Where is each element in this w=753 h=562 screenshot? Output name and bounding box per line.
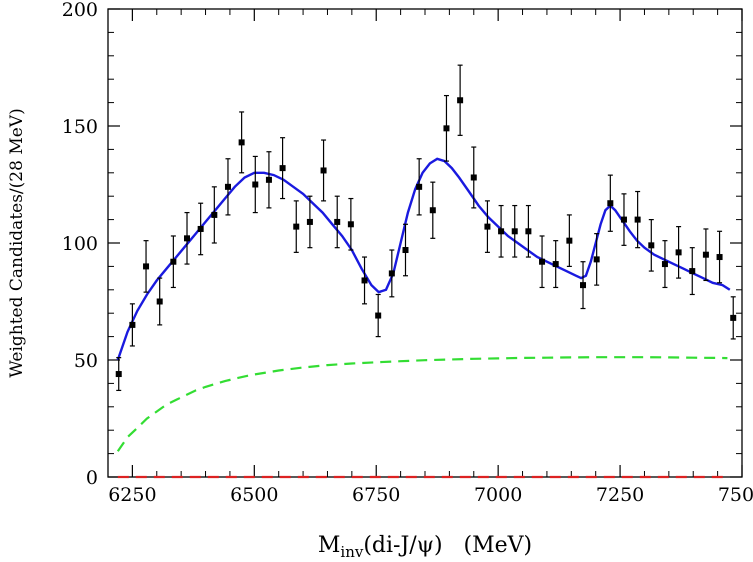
data-point [607, 200, 614, 207]
x-tick-label: 7250 [596, 484, 644, 506]
y-axis-title: Weighted Candidates/(28 MeV) [7, 108, 27, 377]
data-point [279, 165, 286, 172]
y-tick-label: 50 [74, 350, 98, 372]
data-point [388, 270, 395, 277]
data-point [484, 223, 491, 230]
data-point [416, 183, 423, 190]
data-point [552, 261, 559, 268]
data-point [361, 277, 368, 284]
data-point [129, 321, 136, 328]
data-point [443, 125, 450, 132]
data-point [320, 167, 327, 174]
data-point [525, 228, 532, 235]
data-point [593, 256, 600, 263]
data-point [224, 183, 231, 190]
x-tick-label: 6750 [352, 484, 400, 506]
data-point [184, 235, 191, 242]
data-point [293, 223, 300, 230]
data-point [457, 97, 464, 104]
data-point [498, 228, 505, 235]
y-tick-label: 100 [62, 233, 98, 255]
data-point [143, 263, 150, 270]
data-point [648, 242, 655, 249]
data-point [470, 174, 477, 181]
data-point [675, 249, 682, 256]
y-tick-label: 0 [86, 467, 98, 489]
x-tick-label: 7000 [474, 484, 522, 506]
x-tick-label: 6250 [108, 484, 156, 506]
y-tick-label: 150 [62, 116, 98, 138]
data-point [511, 228, 518, 235]
data-point [429, 207, 436, 214]
series-layer [115, 64, 737, 479]
x-axis-title-rest: (di-J/ψ) (MeV) [363, 533, 532, 558]
data-point [730, 314, 737, 321]
data-point [566, 237, 573, 244]
data-point [702, 251, 709, 258]
data-point [197, 225, 204, 232]
data-point [252, 181, 259, 188]
data-point [539, 258, 546, 265]
data-point [580, 282, 587, 289]
data-point [402, 247, 409, 254]
data-point [156, 298, 163, 305]
data-point [634, 216, 641, 223]
data-point [115, 371, 122, 378]
data-point [661, 261, 668, 268]
data-point [238, 139, 245, 146]
x-tick-label: 6500 [230, 484, 278, 506]
x-axis-title-main: M [318, 533, 341, 558]
data-point [620, 216, 627, 223]
data-point [689, 268, 696, 275]
background-curve [116, 356, 728, 452]
data-point [170, 258, 177, 265]
data-point [211, 211, 218, 218]
data-point [347, 221, 354, 228]
data-point [716, 254, 723, 261]
x-axis-title: Minv(di-J/ψ) (MeV) [318, 533, 532, 561]
data-point [334, 218, 341, 225]
fit-curve [116, 157, 731, 361]
data-point [306, 218, 313, 225]
data-point [265, 176, 272, 183]
plot-frame [107, 8, 743, 478]
data-point [375, 312, 382, 319]
y-tick-label: 200 [62, 0, 98, 21]
x-axis-title-sub: inv [340, 543, 363, 561]
